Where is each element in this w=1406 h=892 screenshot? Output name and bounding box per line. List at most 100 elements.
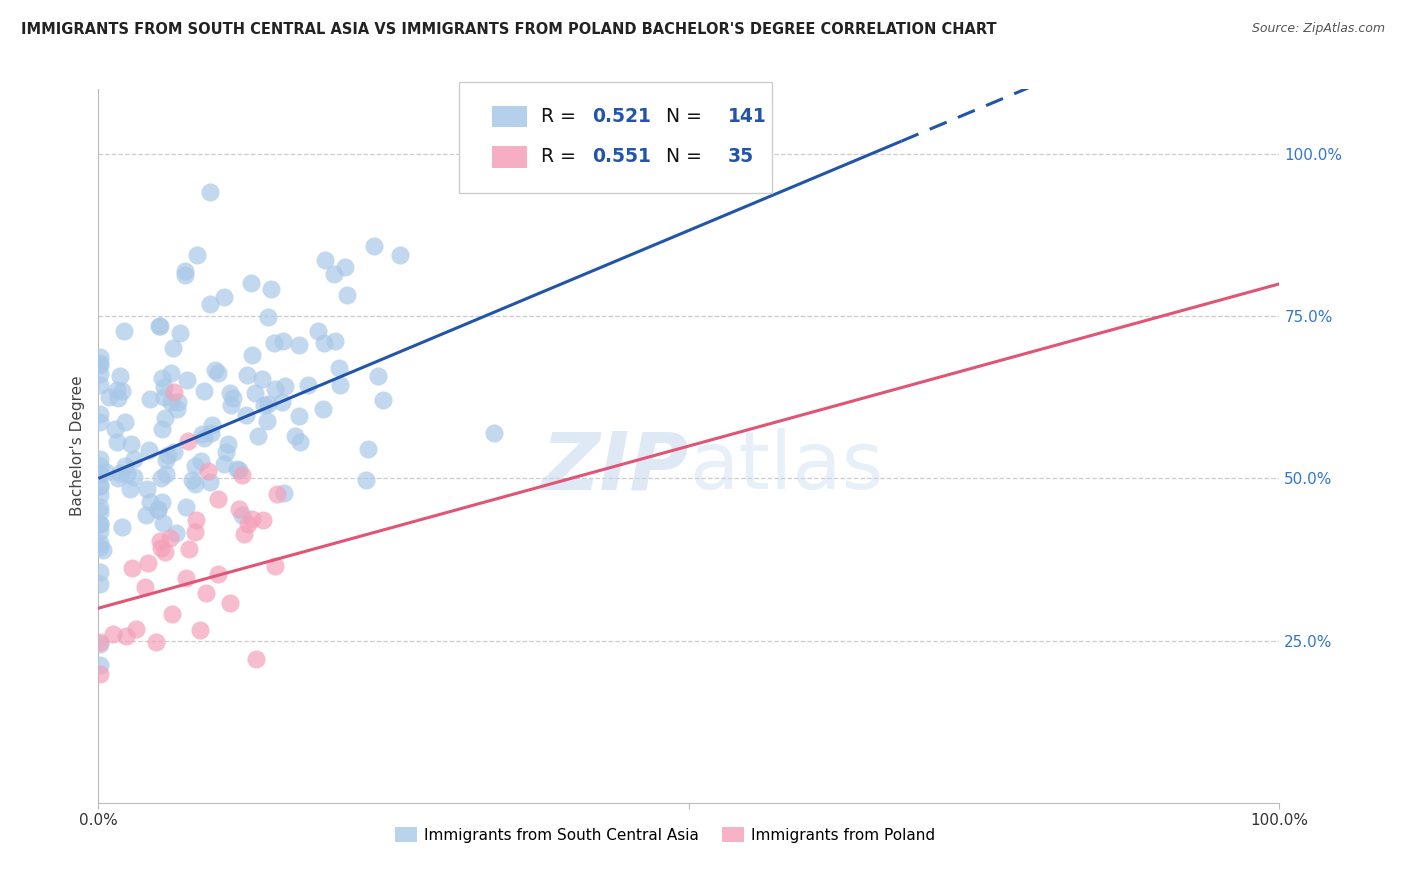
Point — [243, 386, 266, 401]
Point — [163, 445, 186, 459]
Point — [89, 407, 111, 421]
Point — [240, 276, 263, 290]
Point — [245, 652, 267, 666]
Point — [173, 268, 195, 282]
Point — [176, 374, 198, 388]
Point — [183, 476, 205, 491]
Point — [105, 383, 128, 397]
Point — [274, 379, 297, 393]
Point — [89, 487, 111, 501]
Point — [150, 422, 173, 436]
Point — [215, 445, 238, 459]
Point — [226, 462, 249, 476]
Point — [181, 473, 204, 487]
Point — [89, 367, 111, 381]
Point — [108, 368, 131, 383]
Point — [107, 391, 129, 405]
Point — [153, 411, 176, 425]
Point — [363, 239, 385, 253]
Point — [89, 458, 111, 473]
Point — [118, 483, 141, 497]
Point — [176, 434, 198, 449]
Point — [166, 402, 188, 417]
Point — [188, 623, 211, 637]
Point — [173, 264, 195, 278]
Point — [89, 565, 111, 579]
Point — [174, 500, 197, 514]
Point — [354, 473, 377, 487]
Point — [111, 519, 134, 533]
Point — [166, 394, 188, 409]
Point — [207, 567, 229, 582]
Point — [105, 435, 128, 450]
Point — [110, 466, 132, 480]
Point — [328, 361, 350, 376]
FancyBboxPatch shape — [458, 82, 772, 193]
Point — [271, 334, 294, 348]
Point — [190, 427, 212, 442]
Point — [484, 426, 506, 441]
Point — [89, 577, 111, 591]
Point — [153, 545, 176, 559]
Text: atlas: atlas — [689, 428, 883, 507]
Point — [96, 466, 118, 480]
Point — [231, 508, 253, 522]
Point — [177, 542, 200, 557]
Point — [312, 336, 335, 351]
Point — [207, 366, 229, 380]
Point — [184, 524, 207, 539]
Point — [160, 366, 183, 380]
Point — [114, 415, 136, 429]
Point — [217, 436, 239, 450]
FancyBboxPatch shape — [492, 146, 527, 168]
Point — [194, 586, 217, 600]
FancyBboxPatch shape — [492, 105, 527, 127]
Point — [231, 468, 253, 483]
Point — [104, 422, 127, 436]
Point — [312, 401, 335, 416]
Text: 35: 35 — [728, 147, 754, 167]
Point — [235, 408, 257, 422]
Point — [114, 459, 136, 474]
Point — [111, 384, 134, 398]
Point — [124, 470, 146, 484]
Point — [153, 390, 176, 404]
Point — [257, 397, 280, 411]
Point — [148, 503, 170, 517]
Text: 0.551: 0.551 — [592, 147, 651, 167]
Point — [273, 486, 295, 500]
Point — [263, 336, 285, 351]
Point — [253, 398, 276, 412]
Point — [263, 559, 285, 574]
Point — [240, 348, 263, 362]
Point — [152, 380, 174, 394]
Point — [149, 541, 172, 555]
Text: R =: R = — [541, 147, 582, 167]
Point — [89, 516, 111, 531]
Point — [89, 517, 111, 532]
Point — [89, 536, 111, 550]
Point — [89, 467, 111, 481]
Point — [89, 667, 111, 681]
Point — [236, 368, 259, 383]
Text: 141: 141 — [728, 107, 766, 126]
Point — [219, 596, 242, 610]
Point — [250, 372, 273, 386]
Point — [115, 467, 138, 481]
Point — [89, 377, 111, 392]
Text: ZIP: ZIP — [541, 428, 689, 507]
Point — [288, 434, 311, 449]
Point — [163, 385, 186, 400]
Point — [136, 482, 159, 496]
Point — [156, 448, 179, 462]
Point — [139, 392, 162, 407]
Point — [325, 334, 347, 348]
Point — [162, 341, 184, 355]
Point — [238, 516, 260, 531]
Point — [89, 540, 111, 554]
Point — [287, 409, 309, 423]
Text: N =: N = — [654, 107, 707, 126]
Point — [389, 247, 412, 261]
Point — [89, 637, 111, 651]
Point — [139, 495, 162, 509]
